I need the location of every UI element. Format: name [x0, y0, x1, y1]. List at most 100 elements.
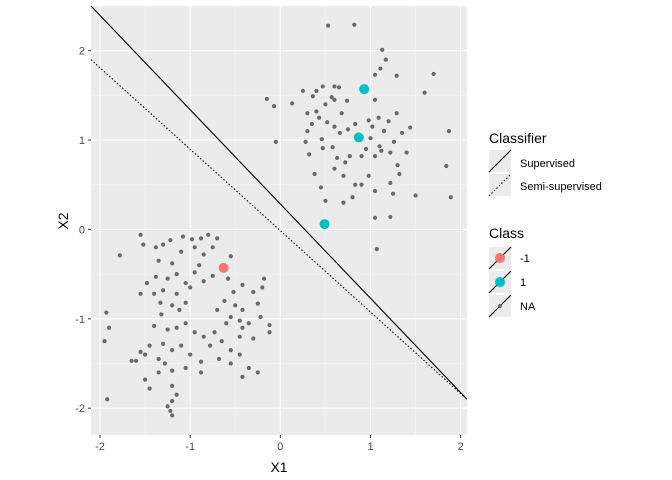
data-point-unlabeled	[341, 173, 346, 178]
data-point-unlabeled	[305, 129, 310, 134]
data-point-unlabeled	[323, 198, 328, 203]
data-point-unlabeled	[413, 193, 418, 198]
data-point-unlabeled	[225, 276, 231, 281]
data-point-unlabeled	[215, 307, 220, 312]
data-point-unlabeled	[343, 160, 348, 165]
data-point-unlabeled	[399, 130, 405, 136]
data-point-unlabeled	[317, 115, 322, 120]
legend-marker-class-1	[495, 277, 505, 287]
data-point-class-neg1	[218, 262, 229, 273]
data-point-unlabeled	[303, 139, 308, 144]
data-point-unlabeled	[156, 370, 161, 375]
data-point-unlabeled	[312, 171, 317, 177]
data-point-unlabeled	[395, 162, 400, 168]
data-point-unlabeled	[345, 127, 351, 132]
data-point-unlabeled	[326, 23, 331, 28]
data-point-unlabeled	[212, 330, 217, 335]
data-point-unlabeled	[174, 392, 179, 397]
x-axis-title: X1	[270, 459, 287, 475]
data-point-unlabeled	[344, 98, 350, 103]
legend-label-semi-supervised: Semi-supervised	[520, 181, 602, 193]
data-point-unlabeled	[201, 279, 206, 284]
data-point-unlabeled	[210, 273, 215, 279]
y-tick-label: 2	[79, 46, 85, 58]
data-point-unlabeled	[394, 73, 399, 78]
data-point-unlabeled	[147, 386, 152, 391]
data-point-unlabeled	[143, 377, 148, 382]
data-point-unlabeled	[386, 119, 391, 124]
data-point-unlabeled	[158, 300, 163, 305]
data-point-unlabeled	[165, 276, 170, 281]
data-point-unlabeled	[177, 307, 182, 312]
data-point-unlabeled	[104, 310, 109, 315]
data-point-unlabeled	[262, 276, 267, 281]
data-point-unlabeled	[168, 238, 173, 243]
data-point-unlabeled	[372, 154, 378, 159]
data-point-unlabeled	[246, 365, 251, 371]
data-point-unlabeled	[192, 245, 197, 250]
data-point-unlabeled	[388, 214, 393, 220]
data-point-unlabeled	[240, 282, 245, 287]
data-point-unlabeled	[170, 383, 175, 388]
data-point-unlabeled	[152, 291, 157, 296]
data-point-unlabeled	[117, 253, 122, 258]
data-point-unlabeled	[216, 356, 222, 362]
data-point-unlabeled	[335, 155, 340, 161]
classifier-line-supervised	[90, 5, 468, 400]
data-point-unlabeled	[189, 237, 195, 242]
data-point-unlabeled	[192, 270, 197, 275]
legend-classifier-title: Classifier	[489, 130, 547, 146]
y-tick-label: -1	[75, 314, 85, 326]
data-point-unlabeled	[255, 301, 260, 306]
data-point-class-1	[319, 219, 330, 230]
data-point-unlabeled	[320, 146, 325, 151]
data-point-unlabeled	[210, 245, 215, 250]
data-point-unlabeled	[233, 303, 238, 308]
data-point-unlabeled	[228, 347, 233, 353]
data-point-unlabeled	[372, 72, 378, 77]
data-point-unlabeled	[251, 289, 256, 295]
data-point-unlabeled	[273, 139, 278, 144]
data-point-unlabeled	[165, 404, 170, 409]
data-point-unlabeled	[353, 182, 358, 187]
data-point-unlabeled	[264, 96, 269, 102]
data-point-unlabeled	[231, 289, 236, 295]
data-point-unlabeled	[444, 163, 449, 169]
data-point-unlabeled	[102, 339, 107, 344]
data-point-unlabeled	[330, 145, 335, 150]
data-point-unlabeled	[228, 254, 233, 259]
data-point-unlabeled	[198, 370, 204, 375]
data-point-unlabeled	[198, 359, 204, 364]
plot-background	[91, 6, 467, 435]
point-layer	[102, 22, 453, 418]
data-point-unlabeled	[143, 352, 148, 357]
data-point-unlabeled	[138, 349, 143, 354]
data-point-unlabeled	[258, 314, 263, 320]
data-point-unlabeled	[138, 291, 143, 296]
data-point-unlabeled	[240, 325, 245, 330]
data-point-unlabeled	[332, 124, 337, 129]
data-point-unlabeled	[404, 150, 409, 155]
data-point-unlabeled	[170, 368, 175, 373]
legend-label-supervised: Supervised	[520, 158, 575, 170]
data-point-unlabeled	[237, 334, 242, 339]
data-point-unlabeled	[372, 97, 378, 102]
data-point-unlabeled	[366, 173, 371, 178]
x-axis-ticks: -2 -1 0 1 2	[95, 435, 464, 453]
data-point-unlabeled	[341, 200, 346, 205]
data-point-unlabeled	[106, 325, 112, 330]
data-point-unlabeled	[170, 413, 175, 418]
data-point-unlabeled	[374, 247, 379, 252]
data-point-unlabeled	[337, 130, 342, 136]
data-point-unlabeled	[170, 303, 175, 308]
legend-marker-class-na	[498, 304, 502, 308]
data-point-unlabeled	[240, 307, 245, 312]
data-point-unlabeled	[332, 84, 337, 89]
data-point-unlabeled	[161, 288, 166, 293]
data-point-unlabeled	[380, 47, 385, 52]
legend-label-class-na: NA	[520, 301, 536, 313]
data-point-unlabeled	[353, 121, 358, 127]
data-point-unlabeled	[170, 261, 175, 266]
data-point-unlabeled	[152, 323, 157, 329]
data-point-unlabeled	[183, 280, 188, 286]
